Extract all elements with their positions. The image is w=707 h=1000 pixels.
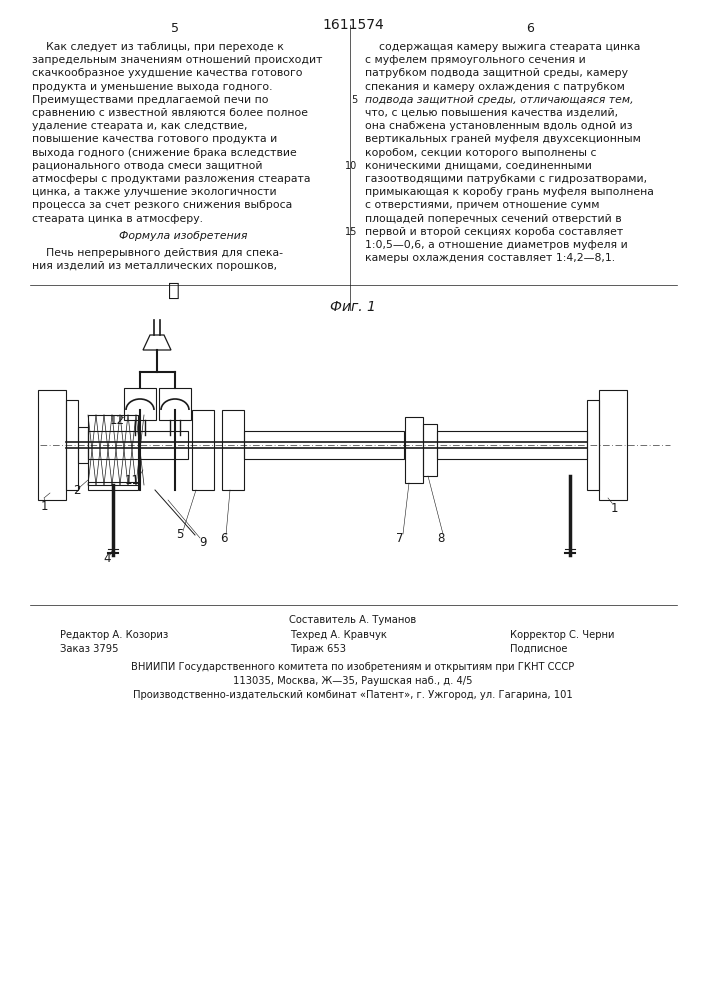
Bar xyxy=(124,388,156,420)
Text: Ⓡ: Ⓡ xyxy=(168,281,180,300)
Text: с муфелем прямоугольного сечения и: с муфелем прямоугольного сечения и xyxy=(365,55,586,65)
Bar xyxy=(244,431,404,459)
Text: 4: 4 xyxy=(103,552,111,566)
Bar xyxy=(423,424,437,476)
Bar xyxy=(88,415,138,485)
Text: скачкообразное ухудшение качества готового: скачкообразное ухудшение качества готово… xyxy=(32,68,303,78)
Text: 10: 10 xyxy=(345,161,357,171)
Bar xyxy=(437,431,587,459)
Text: 5: 5 xyxy=(351,95,357,105)
Text: 15: 15 xyxy=(344,227,357,237)
Text: Как следует из таблицы, при переходе к: Как следует из таблицы, при переходе к xyxy=(32,42,284,52)
Text: Производственно-издательский комбинат «Патент», г. Ужгород, ул. Гагарина, 101: Производственно-издательский комбинат «П… xyxy=(133,690,573,700)
Bar xyxy=(222,410,244,490)
Bar xyxy=(192,410,214,490)
Text: с отверстиями, причем отношение сумм: с отверстиями, причем отношение сумм xyxy=(365,200,600,210)
Text: 5: 5 xyxy=(171,22,179,35)
Text: Печь непрерывного действия для спека-: Печь непрерывного действия для спека- xyxy=(32,248,283,258)
Text: Техред А. Кравчук: Техред А. Кравчук xyxy=(290,630,387,640)
Text: выхода годного (снижение брака вследствие: выхода годного (снижение брака вследстви… xyxy=(32,148,297,158)
Text: 2: 2 xyxy=(74,484,81,496)
Bar xyxy=(88,431,188,459)
Text: 1: 1 xyxy=(610,502,618,514)
Text: удаление стеарата и, как следствие,: удаление стеарата и, как следствие, xyxy=(32,121,247,131)
Text: Подписное: Подписное xyxy=(510,644,568,654)
Text: газоотводящими патрубками с гидрозатворами,: газоотводящими патрубками с гидрозатвора… xyxy=(365,174,647,184)
Text: что, с целью повышения качества изделий,: что, с целью повышения качества изделий, xyxy=(365,108,618,118)
Text: 8: 8 xyxy=(438,532,445,544)
Text: 5: 5 xyxy=(176,528,184,542)
Bar xyxy=(38,390,66,500)
Text: 6: 6 xyxy=(526,22,534,35)
Text: 12: 12 xyxy=(110,414,124,426)
Text: Заказ 3795: Заказ 3795 xyxy=(60,644,119,654)
Text: рационального отвода смеси защитной: рационального отвода смеси защитной xyxy=(32,161,262,171)
Text: 7: 7 xyxy=(396,532,404,544)
Bar xyxy=(159,388,191,420)
Text: цинка, а также улучшение экологичности: цинка, а также улучшение экологичности xyxy=(32,187,276,197)
Bar xyxy=(599,390,627,500)
Text: 113035, Москва, Ж—35, Раушская наб., д. 4/5: 113035, Москва, Ж—35, Раушская наб., д. … xyxy=(233,676,473,686)
Text: площадей поперечных сечений отверстий в: площадей поперечных сечений отверстий в xyxy=(365,214,621,224)
Bar xyxy=(587,400,599,490)
Text: Формула изобретения: Формула изобретения xyxy=(119,231,247,241)
Text: коническими днищами, соединенными: коническими днищами, соединенными xyxy=(365,161,592,171)
Bar xyxy=(405,417,423,483)
Text: спекания и камеру охлаждения с патрубком: спекания и камеру охлаждения с патрубком xyxy=(365,82,625,92)
Text: 1611574: 1611574 xyxy=(322,18,384,32)
Text: Преимуществами предлагаемой печи по: Преимуществами предлагаемой печи по xyxy=(32,95,269,105)
Text: 1:0,5—0,6, а отношение диаметров муфеля и: 1:0,5—0,6, а отношение диаметров муфеля … xyxy=(365,240,628,250)
Bar xyxy=(66,400,78,490)
Bar xyxy=(88,482,138,490)
Text: Составитель А. Туманов: Составитель А. Туманов xyxy=(289,615,416,625)
Text: 6: 6 xyxy=(221,532,228,544)
Text: подвода защитной среды, отличающаяся тем,: подвода защитной среды, отличающаяся тем… xyxy=(365,95,633,105)
Text: запредельным значениям отношений происходит: запредельным значениям отношений происхо… xyxy=(32,55,322,65)
Text: Фиг. 1: Фиг. 1 xyxy=(330,300,376,314)
Text: вертикальных граней муфеля двухсекционным: вертикальных граней муфеля двухсекционны… xyxy=(365,134,641,144)
Text: первой и второй секциях короба составляет: первой и второй секциях короба составляе… xyxy=(365,227,624,237)
Text: коробом, секции которого выполнены с: коробом, секции которого выполнены с xyxy=(365,148,597,158)
Text: Тираж 653: Тираж 653 xyxy=(290,644,346,654)
Text: продукта и уменьшение выхода годного.: продукта и уменьшение выхода годного. xyxy=(32,82,272,92)
Text: Корректор С. Черни: Корректор С. Черни xyxy=(510,630,614,640)
Text: атмосферы с продуктами разложения стеарата: атмосферы с продуктами разложения стеара… xyxy=(32,174,310,184)
Text: патрубком подвода защитной среды, камеру: патрубком подвода защитной среды, камеру xyxy=(365,68,628,78)
Text: стеарата цинка в атмосферу.: стеарата цинка в атмосферу. xyxy=(32,214,203,224)
Text: примыкающая к коробу грань муфеля выполнена: примыкающая к коробу грань муфеля выполн… xyxy=(365,187,654,197)
Text: сравнению с известной являются более полное: сравнению с известной являются более пол… xyxy=(32,108,308,118)
Text: процесса за счет резкого снижения выброса: процесса за счет резкого снижения выброс… xyxy=(32,200,292,210)
Text: ния изделий из металлических порошков,: ния изделий из металлических порошков, xyxy=(32,261,277,271)
Text: камеры охлаждения составляет 1:4,2—8,1.: камеры охлаждения составляет 1:4,2—8,1. xyxy=(365,253,615,263)
Text: ВНИИПИ Государственного комитета по изобретениям и открытиям при ГКНТ СССР: ВНИИПИ Государственного комитета по изоб… xyxy=(132,662,575,672)
Text: 1: 1 xyxy=(40,499,48,512)
Text: повышение качества готового продукта и: повышение качества готового продукта и xyxy=(32,134,277,144)
Bar xyxy=(78,427,88,463)
Text: 9: 9 xyxy=(199,536,206,548)
Text: 11: 11 xyxy=(124,474,139,487)
Text: Редактор А. Козориз: Редактор А. Козориз xyxy=(60,630,168,640)
Text: содержащая камеру выжига стеарата цинка: содержащая камеру выжига стеарата цинка xyxy=(365,42,641,52)
Text: она снабжена установленным вдоль одной из: она снабжена установленным вдоль одной и… xyxy=(365,121,633,131)
